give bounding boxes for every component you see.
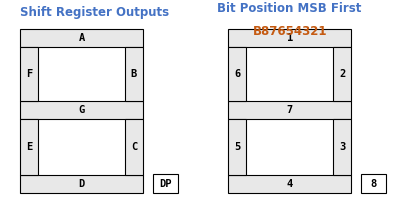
Text: B87654321: B87654321	[253, 25, 327, 38]
Bar	[20, 119, 38, 175]
Bar	[20, 47, 38, 101]
Text: 3: 3	[339, 142, 345, 152]
Text: 7: 7	[286, 105, 293, 116]
Text: 4: 4	[286, 179, 293, 189]
Text: E: E	[26, 142, 32, 152]
Bar	[153, 174, 178, 193]
Text: Shift Register Outputs: Shift Register Outputs	[20, 6, 170, 19]
Bar	[228, 175, 351, 193]
Bar	[333, 47, 351, 101]
Text: B: B	[131, 70, 137, 79]
Bar	[125, 119, 143, 175]
Bar	[20, 101, 143, 119]
Text: 1: 1	[286, 33, 293, 43]
Text: F: F	[26, 70, 32, 79]
Text: C: C	[131, 142, 137, 152]
Bar	[228, 47, 246, 101]
Text: 5: 5	[234, 142, 240, 152]
Bar	[228, 101, 351, 119]
Text: D: D	[78, 179, 85, 189]
Bar	[333, 119, 351, 175]
Text: 6: 6	[234, 70, 240, 79]
Text: DP: DP	[159, 179, 172, 189]
Text: 2: 2	[339, 70, 345, 79]
Text: 8: 8	[370, 179, 377, 189]
Text: Bit Position MSB First: Bit Position MSB First	[217, 2, 362, 15]
Text: G: G	[78, 105, 85, 116]
Bar	[125, 47, 143, 101]
Bar	[20, 29, 143, 47]
Bar	[361, 174, 386, 193]
Bar	[228, 119, 246, 175]
Bar	[228, 29, 351, 47]
Text: A: A	[78, 33, 85, 43]
Bar	[20, 175, 143, 193]
